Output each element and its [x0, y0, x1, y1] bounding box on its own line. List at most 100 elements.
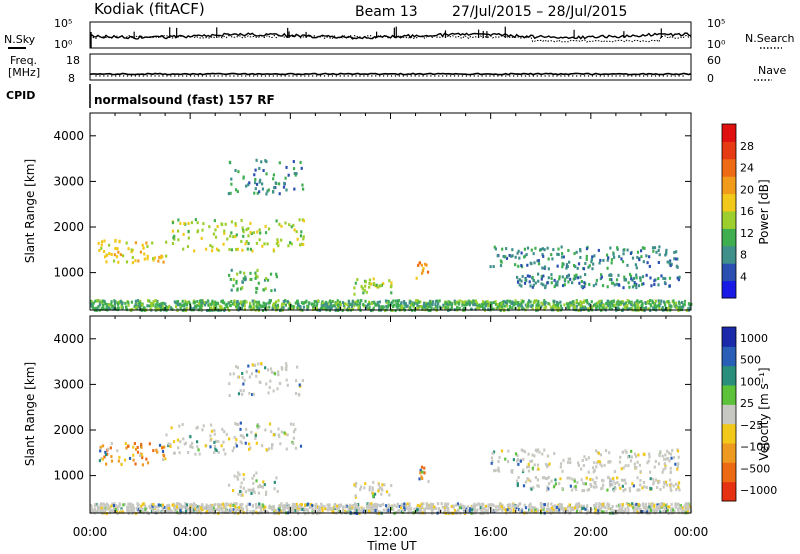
nave-point — [516, 75, 519, 77]
scatter-cell — [524, 506, 528, 510]
scatter-cell — [619, 302, 622, 306]
scatter-cell — [94, 299, 97, 303]
scatter-cell — [496, 302, 499, 306]
scatter-cell — [292, 304, 295, 308]
scatter-cell — [277, 433, 280, 437]
nave-point — [284, 75, 286, 77]
scatter-cell — [636, 255, 639, 259]
scatter-cell — [271, 443, 274, 447]
scatter-cell — [602, 479, 605, 483]
scatter-cell — [118, 455, 121, 459]
nave-point — [166, 75, 168, 77]
scatter-cell — [415, 300, 418, 304]
scatter-cell — [302, 235, 305, 239]
scatter-cell — [379, 510, 382, 514]
scatter-cell — [294, 392, 298, 396]
scatter-cell — [326, 305, 330, 309]
scatter-cell — [558, 482, 561, 486]
scatter-cell — [641, 510, 644, 514]
scatter-cell — [242, 436, 246, 440]
scatter-cell — [155, 505, 158, 509]
scatter-cell — [221, 223, 224, 227]
scatter-cell — [103, 299, 106, 303]
scatter-cell — [268, 301, 271, 305]
scatter-cell — [238, 508, 241, 512]
scatter-cell — [427, 506, 431, 510]
scatter-cell — [265, 172, 268, 176]
scatter-cell — [497, 505, 500, 509]
scatter-cell — [397, 299, 401, 303]
scatter-cell — [366, 303, 370, 307]
scatter-cell — [620, 301, 623, 305]
scatter-cell — [584, 273, 587, 277]
scatter-cell — [174, 510, 177, 514]
scatter-cell — [133, 442, 136, 446]
scatter-cell — [637, 506, 641, 510]
scatter-cell — [245, 427, 248, 431]
scatter-cell — [561, 275, 564, 279]
y-tick-label: 1000 — [53, 266, 84, 280]
scatter-cell — [668, 505, 671, 509]
nave-point — [493, 75, 495, 77]
scatter-cell — [196, 221, 199, 225]
scatter-cell — [328, 507, 331, 511]
scatter-cell — [636, 510, 639, 514]
scatter-cell — [282, 185, 286, 189]
scatter-cell — [662, 502, 666, 506]
scatter-cell — [608, 451, 611, 455]
noise-traces — [89, 26, 692, 48]
scatter-cell — [159, 256, 162, 260]
scatter-cell — [657, 283, 660, 287]
scatter-cell — [643, 309, 646, 313]
scatter-cell — [241, 507, 244, 511]
scatter-cell — [635, 273, 638, 277]
scatter-cell — [108, 243, 111, 247]
scatter-cell — [539, 247, 543, 251]
scatter-cell — [298, 504, 301, 508]
scatter-cell — [556, 264, 559, 268]
scatter-cell — [444, 504, 447, 508]
scatter-cell — [518, 303, 521, 307]
scatter-cell — [325, 507, 328, 511]
scatter-cell — [100, 246, 103, 250]
scatter-cell — [561, 262, 564, 266]
scatter-cell — [554, 482, 558, 486]
scatter-cell — [642, 260, 645, 264]
scatter-cell — [203, 303, 207, 307]
scatter-cell — [543, 505, 546, 509]
scatter-cell — [344, 505, 347, 509]
scatter-cell — [328, 306, 331, 310]
y-tick-label: 4000 — [53, 129, 84, 143]
scatter-cell — [555, 282, 558, 286]
scatter-cell — [223, 306, 227, 310]
scatter-cell — [677, 278, 680, 282]
scatter-cell — [280, 304, 283, 308]
scatter-cell — [107, 303, 111, 307]
scatter-cell — [235, 307, 238, 311]
scatter-cell — [511, 300, 514, 304]
scatter-cell — [651, 508, 654, 512]
scatter-cell — [601, 510, 604, 514]
scatter-cell — [663, 482, 666, 486]
scatter-cell — [161, 458, 165, 462]
scatter-cell — [541, 476, 545, 480]
scatter-cell — [659, 488, 662, 492]
scatter-cell — [536, 259, 539, 263]
scatter-cell — [127, 444, 130, 448]
scatter-cell — [161, 446, 164, 450]
scatter-cell — [321, 506, 324, 510]
scatter-cell — [292, 507, 295, 511]
scatter-cell — [656, 505, 659, 509]
scatter-cell — [258, 483, 261, 487]
scatter-cell — [542, 254, 545, 258]
scatter-cell — [447, 507, 450, 511]
scatter-cell — [554, 508, 557, 512]
scatter-cell — [631, 278, 634, 282]
scatter-cell — [259, 178, 262, 182]
scatter-cell — [250, 372, 253, 376]
velocity-x-axis — [89, 316, 692, 513]
scatter-cell — [575, 250, 578, 254]
scatter-cell — [473, 506, 476, 510]
scatter-cell — [236, 508, 239, 512]
